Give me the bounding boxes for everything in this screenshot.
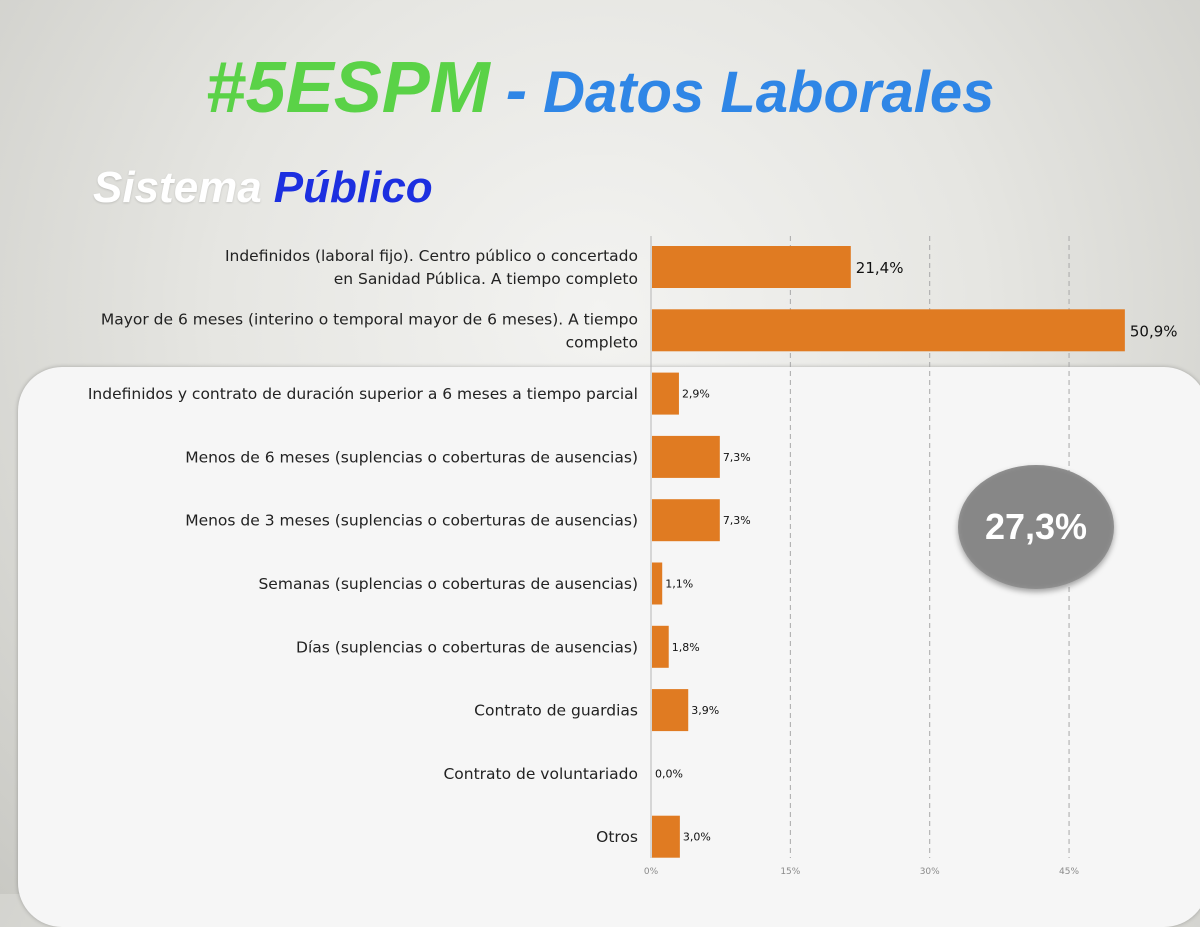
bar-chart: 0% 15% 30% 45% 21,4% Indefinidos (laboral fij… [88, 236, 1178, 877]
subtitle-word-1: Sistema [93, 163, 262, 212]
bar [652, 309, 1125, 352]
category-label: completo [566, 333, 638, 351]
category-label: Mayor de 6 meses (interino o temporal ma… [101, 310, 638, 328]
category-label: Semanas (suplencias o coberturas de ause… [258, 575, 638, 593]
bar-value-label: 2,9% [682, 388, 710, 401]
bar [652, 689, 689, 732]
bar-value-label: 1,8% [672, 641, 700, 654]
title-dash: - [505, 54, 528, 126]
category-label: Otros [596, 828, 638, 846]
page-title: #5ESPM - Datos Laborales [0, 48, 1200, 133]
title-text: Datos Laborales [543, 60, 995, 125]
x-tick-label: 0% [644, 867, 659, 877]
total-badge: 27,3% [958, 465, 1114, 589]
category-label: Días (suplencias o coberturas de ausenci… [296, 638, 638, 656]
bar-value-label: 7,3% [723, 451, 751, 464]
x-tick-label: 30% [920, 867, 940, 877]
category-label: Menos de 6 meses (suplencias o cobertura… [185, 448, 638, 466]
bar [652, 815, 680, 858]
bar [652, 435, 720, 478]
bar [652, 499, 720, 542]
bar [652, 246, 851, 288]
bar-value-label: 3,9% [691, 704, 719, 717]
category-label: Indefinidos (laboral fijo). Centro públi… [225, 247, 638, 265]
bar-value-label: 3,0% [683, 831, 711, 844]
total-badge-value: 27,3% [984, 506, 1088, 547]
bar-value-label: 1,1% [665, 578, 693, 591]
bar-value-label: 0,0% [655, 767, 683, 780]
bar-value-label: 21,4% [856, 259, 904, 277]
category-label: Contrato de voluntariado [443, 765, 638, 783]
bar-value-label: 7,3% [723, 514, 751, 527]
x-tick-label: 15% [780, 867, 800, 877]
category-label: Menos de 3 meses (suplencias o cobertura… [185, 512, 638, 530]
highlight-panel [18, 367, 1200, 927]
x-tick-label: 45% [1059, 867, 1079, 877]
bar [652, 625, 669, 668]
category-label: en Sanidad Pública. A tiempo completo [334, 270, 638, 288]
bar [652, 372, 679, 415]
title-hashtag: #5ESPM [205, 48, 490, 128]
page-subtitle: Sistema Público [93, 160, 433, 216]
category-label: Indefinidos y contrato de duración super… [88, 385, 638, 403]
bar [652, 562, 663, 605]
bar-value-label: 50,9% [1130, 322, 1178, 340]
subtitle-word-2: Público [273, 163, 433, 212]
category-label: Contrato de guardias [474, 702, 638, 720]
